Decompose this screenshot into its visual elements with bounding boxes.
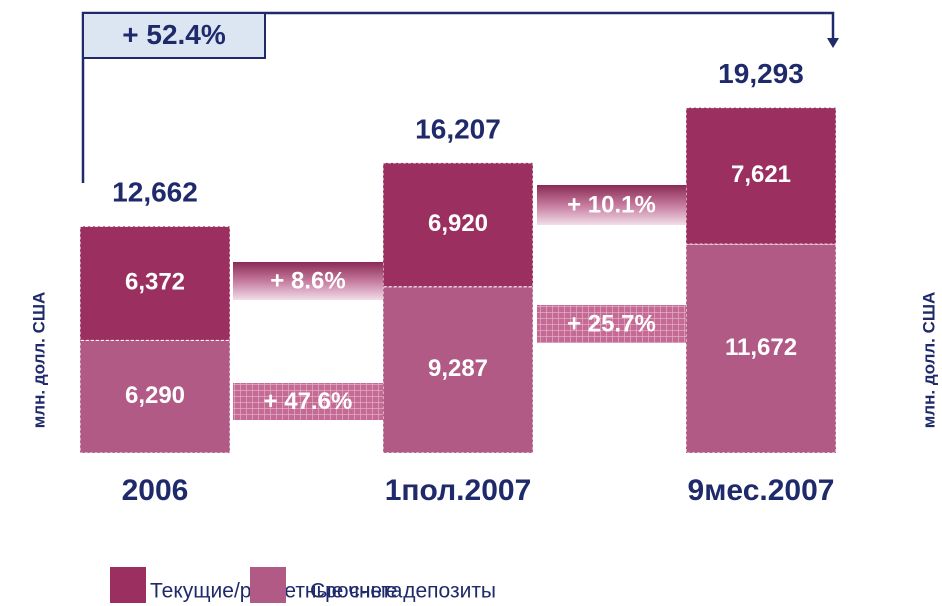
bar-segment bbox=[382, 162, 534, 288]
total-label: 16,207 bbox=[415, 113, 501, 144]
data-label: 7,621 bbox=[731, 161, 791, 188]
annotation-box bbox=[537, 185, 686, 225]
bracket bbox=[81, 11, 835, 183]
x-tick-label: 1пол.2007 bbox=[385, 474, 532, 507]
y-axis-label: млн. долл. США bbox=[919, 292, 938, 429]
annotation: + 25.7% bbox=[567, 310, 656, 337]
annotation-box bbox=[82, 12, 266, 59]
annotation: + 10.1% bbox=[567, 191, 656, 218]
annotation-box bbox=[233, 383, 383, 420]
bar-segment bbox=[382, 286, 534, 454]
data-label: 6,920 bbox=[428, 210, 488, 237]
bar-segment bbox=[79, 225, 231, 341]
data-label: 9,287 bbox=[428, 355, 488, 382]
data-label: 6,372 bbox=[125, 269, 185, 296]
arrow-head bbox=[827, 38, 839, 48]
annotation: + 52.4% bbox=[122, 19, 226, 50]
annotation: + 8.6% bbox=[270, 267, 345, 294]
data-label: 6,290 bbox=[125, 382, 185, 409]
bar-segment bbox=[685, 107, 837, 245]
legend-label: Срочные депозиты bbox=[310, 580, 496, 603]
x-tick-label: 2006 bbox=[122, 474, 189, 507]
annotation: + 47.6% bbox=[264, 388, 353, 415]
total-label: 12,662 bbox=[112, 177, 198, 208]
annotation-box bbox=[537, 305, 686, 343]
legend-swatch bbox=[110, 567, 146, 603]
x-tick-label: 9мес.2007 bbox=[688, 474, 835, 507]
y-axis-label: млн. долл. США bbox=[29, 292, 48, 429]
data-label: 11,672 bbox=[725, 334, 797, 361]
legend-swatch bbox=[250, 567, 286, 603]
annotation-box bbox=[233, 262, 383, 300]
bar-segment bbox=[685, 243, 837, 454]
total-label: 19,293 bbox=[718, 58, 804, 89]
